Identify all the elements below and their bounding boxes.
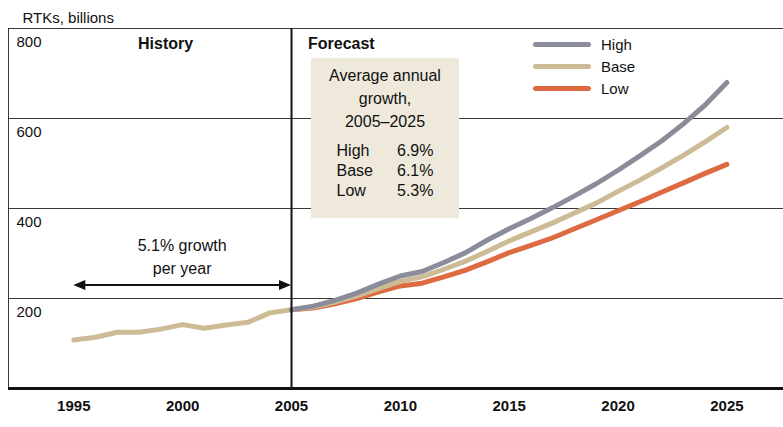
html-text:Base: Base [336,162,373,179]
html-text:per year: per year [152,260,212,277]
html-text:5.1% growth: 5.1% growth [137,237,227,254]
svg-text:2015: 2015 [493,397,526,414]
svg-text:2025: 2025 [710,397,743,414]
html-text:Low: Low [336,182,366,199]
svg-text:2010: 2010 [384,397,417,414]
html-text:Average annual: Average annual [329,67,441,84]
svg-text:600: 600 [16,123,41,140]
svg-text:200: 200 [16,303,41,320]
svg-text:1995: 1995 [57,397,90,414]
html-text:6.1%: 6.1% [397,162,434,179]
html-text:Base: Base [601,57,636,75]
html-text:Forecast: Forecast [308,35,375,52]
html-text:2005–2025: 2005–2025 [345,113,425,130]
svg-text:2005: 2005 [275,397,308,414]
svg-text:2020: 2020 [601,397,634,414]
svg-text:400: 400 [16,213,41,230]
html-text:Low: Low [601,79,629,97]
html-text:6.9%: 6.9% [397,142,434,159]
html-text:High: High [601,35,632,53]
html-text:5.3%: 5.3% [397,182,434,199]
svg-text:2000: 2000 [166,397,199,414]
svg-text:800: 800 [16,33,41,50]
html-text:High: High [336,142,370,159]
html-text:History: History [138,35,194,52]
svg-text:RTKs, billions: RTKs, billions [23,9,114,26]
html-text:growth,: growth, [358,90,412,107]
